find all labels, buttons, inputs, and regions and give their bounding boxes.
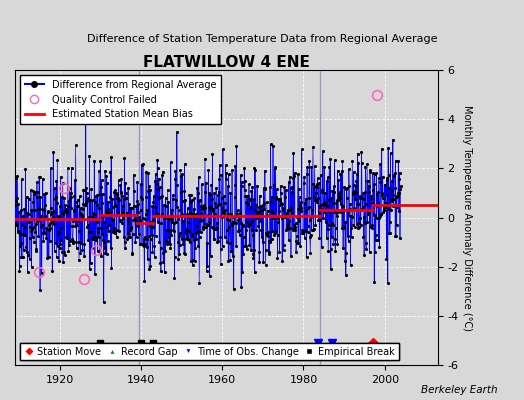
Text: Difference of Station Temperature Data from Regional Average: Difference of Station Temperature Data f…	[87, 34, 437, 44]
Legend: Station Move, Record Gap, Time of Obs. Change, Empirical Break: Station Move, Record Gap, Time of Obs. C…	[20, 343, 399, 360]
Title: FLATWILLOW 4 ENE: FLATWILLOW 4 ENE	[143, 55, 310, 70]
Text: Berkeley Earth: Berkeley Earth	[421, 385, 498, 395]
Y-axis label: Monthly Temperature Anomaly Difference (°C): Monthly Temperature Anomaly Difference (…	[462, 105, 472, 331]
